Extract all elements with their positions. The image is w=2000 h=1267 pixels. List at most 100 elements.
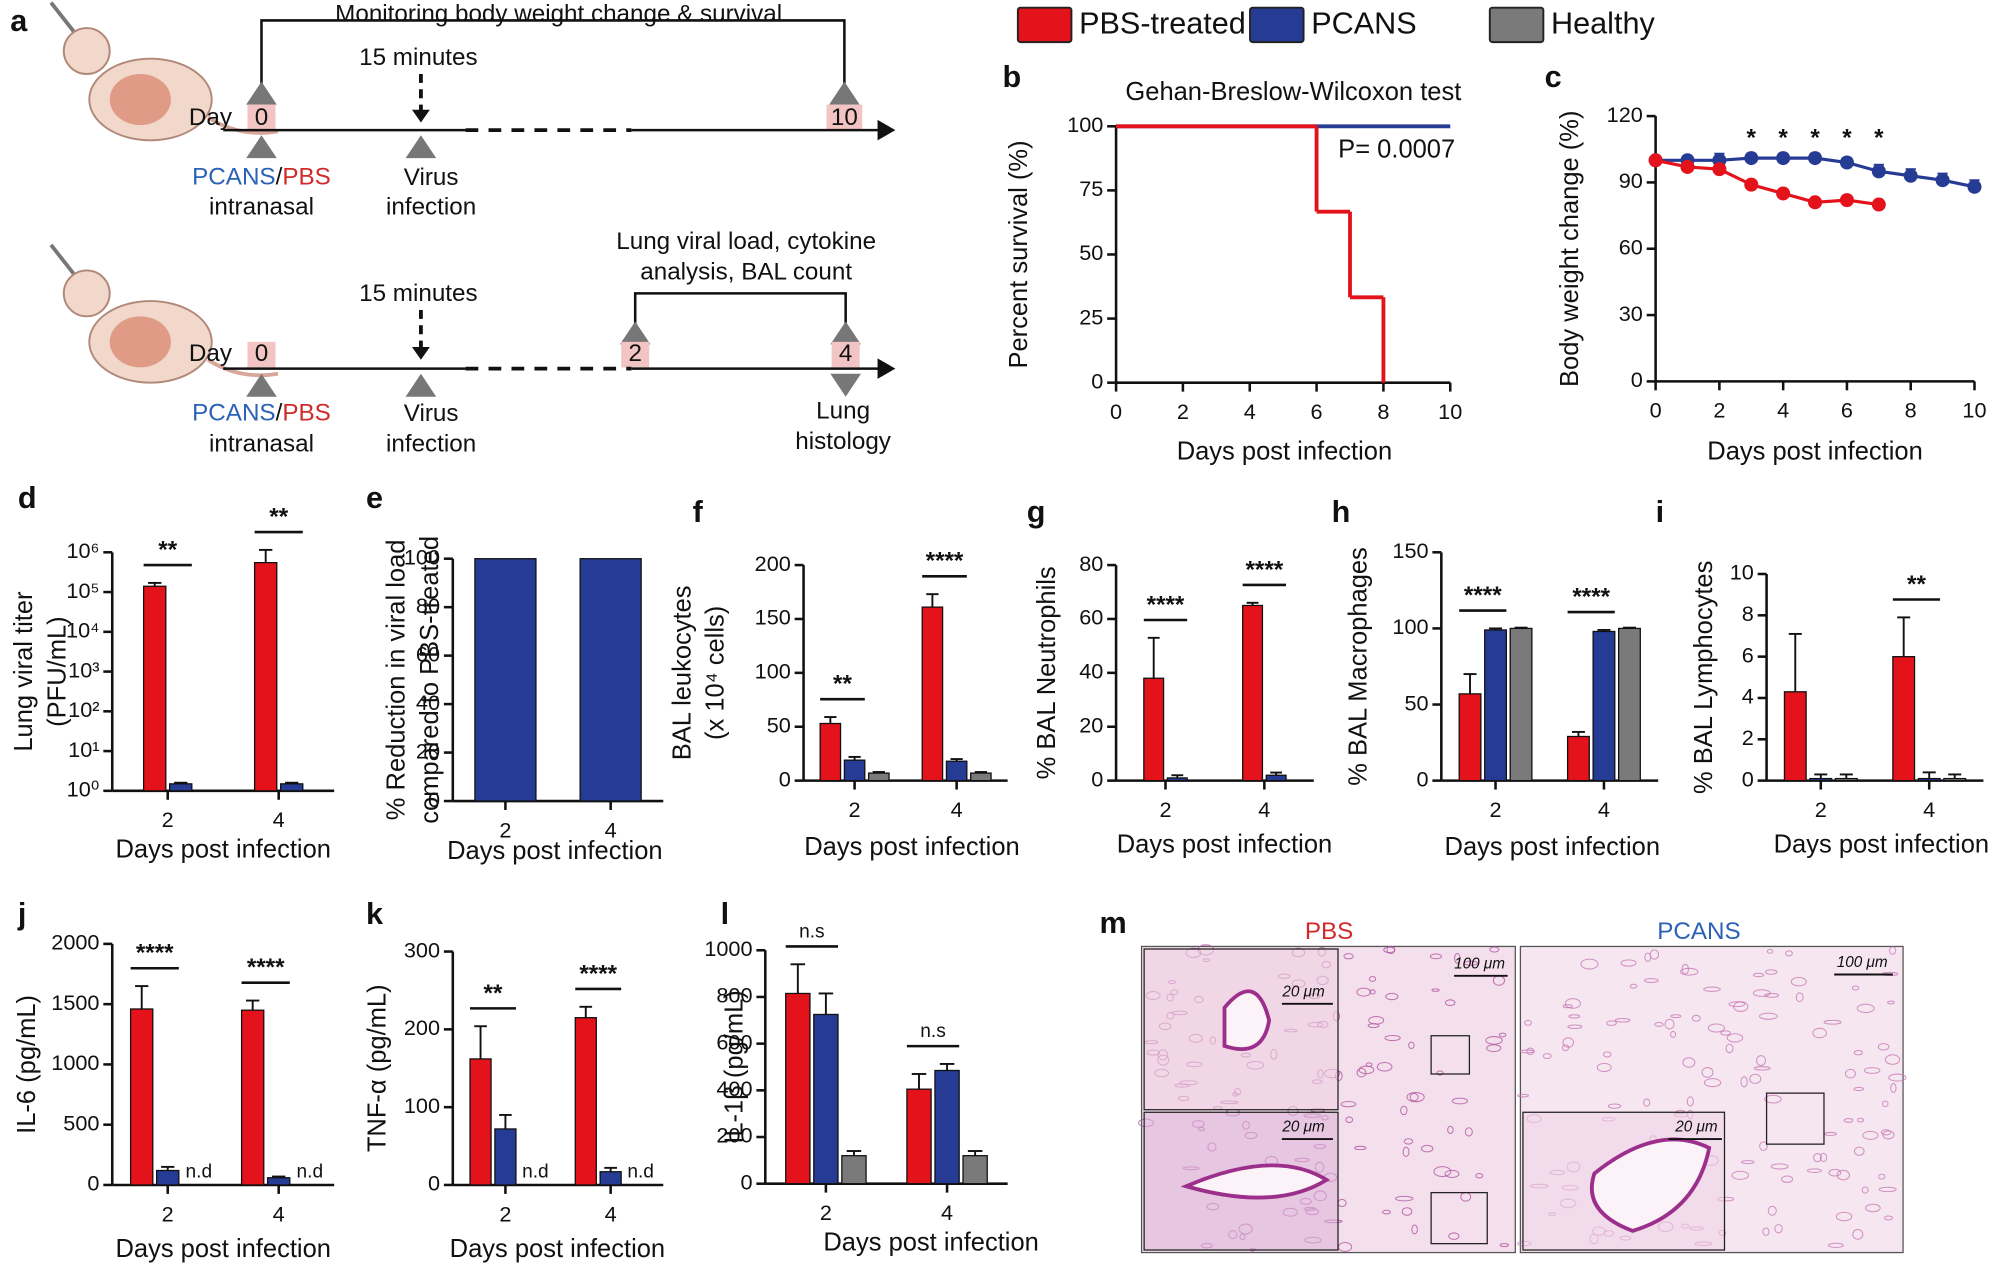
bar	[494, 1128, 517, 1186]
y-tick-label: 10³	[68, 657, 99, 682]
bar	[129, 1008, 154, 1186]
day-box	[247, 341, 276, 368]
value-label: n.d	[522, 1161, 549, 1182]
tissue-cell	[1691, 1014, 1701, 1022]
day-number: 0	[255, 340, 268, 367]
panel-letter: b	[1003, 60, 1022, 94]
tissue-cell	[1343, 953, 1354, 960]
separator: /	[276, 164, 283, 191]
tissue-cell	[1562, 1004, 1573, 1009]
tissue-cell	[1856, 1117, 1865, 1123]
y-axis-label: (PFU/mL)	[43, 616, 71, 727]
bar	[253, 561, 278, 792]
tissue-cell	[1844, 1068, 1856, 1079]
y-tick-label: 100	[404, 544, 440, 569]
legend-label: Healthy	[1551, 7, 1655, 41]
y-tick-label: 0	[428, 1171, 440, 1196]
x-tick-label: 8	[1377, 399, 1389, 424]
tissue-cell	[1851, 985, 1860, 991]
y-axis-label: Lung viral titer	[10, 591, 38, 752]
bar	[819, 722, 842, 782]
legend-label: PCANS	[1311, 7, 1416, 41]
marker	[1776, 186, 1791, 201]
tissue-cell	[1402, 1146, 1410, 1158]
x-tick-label: 2	[849, 797, 861, 822]
tissue-cell	[1759, 1141, 1768, 1151]
y-axis-label: IL-1β (pg/mL)	[721, 990, 749, 1144]
value-label: n.d	[627, 1161, 654, 1182]
y-tick-label: 50	[1079, 240, 1103, 265]
tissue-cell	[1877, 1043, 1890, 1051]
legend-swatch	[1016, 6, 1073, 44]
chart: h 0 50 100 150 % BAL Macrophages Days post inf…	[1332, 495, 1660, 861]
tissue-cell	[1385, 992, 1399, 1001]
tissue-cell	[1707, 1023, 1726, 1033]
tissue-cell	[1790, 976, 1807, 987]
tissue-cell	[1764, 992, 1780, 998]
tissue-cell	[1835, 1211, 1853, 1222]
x-tick-label: 4	[1777, 398, 1789, 423]
day-number: 2	[628, 340, 641, 367]
x-axis-label: Days post infection	[1707, 438, 1922, 466]
bar	[813, 1013, 839, 1185]
airway	[1180, 989, 1712, 1233]
y-tick-label: 0	[428, 787, 440, 812]
y-tick-label: 500	[63, 1110, 99, 1135]
tissue-cell	[1861, 1186, 1869, 1194]
significance-label: ****	[247, 954, 285, 981]
scale-label: 20 μm	[1281, 1119, 1325, 1136]
y-tick-label: 10⁶	[66, 538, 99, 563]
x-tick-label: 2	[1490, 797, 1502, 822]
tissue-cell	[1827, 1242, 1844, 1248]
marker	[1712, 162, 1727, 177]
x-axis-label: Days post infection	[115, 836, 330, 864]
x-tick-label: 2	[162, 807, 174, 832]
bar	[1566, 735, 1590, 782]
y-tick-label: 4	[1742, 684, 1754, 709]
chart: l 0 200 400 600 800 1000 IL-1β (pg/mL) Days post…	[704, 897, 1039, 1256]
y-tick-label: 50	[1404, 690, 1428, 715]
column-label: PBS	[1305, 918, 1353, 945]
tissue-cell	[1836, 1169, 1850, 1181]
tissue-cell	[1862, 1130, 1879, 1140]
y-tick-label: 120	[1607, 102, 1643, 127]
tissue-cell	[1368, 1016, 1385, 1025]
x-tick-label: 10	[1438, 399, 1462, 424]
bar	[962, 1155, 988, 1185]
panel-letter: e	[366, 481, 383, 515]
tissue-cell	[1620, 959, 1637, 967]
tissue-cell	[1774, 1224, 1783, 1234]
treatment: PCANS	[192, 400, 275, 427]
y-tick-label: 800	[716, 983, 752, 1008]
bar	[1143, 677, 1165, 782]
x-axis-label: Days post infection	[450, 1235, 665, 1263]
tissue-cell	[1813, 1153, 1822, 1163]
virus-label: infection	[386, 431, 476, 458]
tissue-cell	[1703, 986, 1721, 992]
tissue-cell	[1728, 1001, 1746, 1008]
tissue-cell	[1400, 1105, 1408, 1116]
delay-label: 15 minutes	[359, 280, 477, 307]
day-number: 4	[839, 340, 852, 367]
y-tick-label: 50	[767, 712, 791, 737]
bar	[1592, 630, 1616, 782]
tissue-cell	[1749, 1073, 1762, 1084]
panel-letter: g	[1027, 495, 1046, 529]
scale-label: 100 μm	[1454, 955, 1505, 972]
x-tick-label: 2	[1177, 399, 1189, 424]
endpoint-label: histology	[795, 428, 891, 455]
day-box	[826, 104, 863, 131]
x-tick-label: 4	[273, 1201, 285, 1226]
bar	[155, 1169, 180, 1186]
marker	[1839, 155, 1854, 170]
tissue-cell	[1463, 960, 1479, 966]
virus-label: Virus	[404, 400, 459, 427]
y-tick-label: 80	[416, 593, 440, 618]
tissue-cell	[1881, 1100, 1889, 1108]
bar	[906, 1088, 932, 1185]
bar	[1242, 604, 1264, 782]
bar	[934, 1069, 960, 1185]
y-tick-label: 1000	[51, 1050, 99, 1075]
x-tick-label: 4	[941, 1200, 953, 1225]
